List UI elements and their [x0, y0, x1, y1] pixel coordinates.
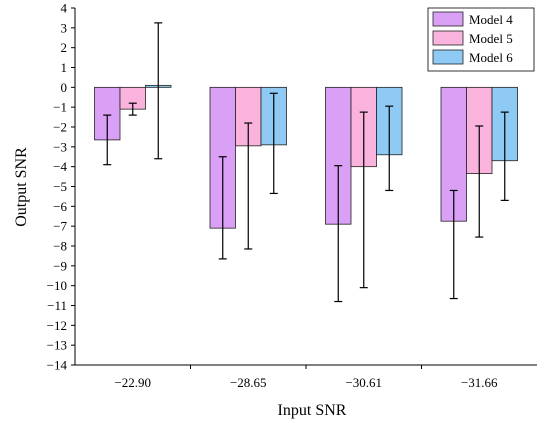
y-tick-label: 0 [61, 80, 68, 95]
x-axis-label: Input SNR [278, 402, 347, 419]
y-tick-label: 2 [61, 40, 68, 55]
legend-swatch [432, 49, 464, 65]
y-tick-label: 1 [61, 60, 68, 75]
y-tick-label: 3 [61, 20, 68, 35]
y-tick-label: −13 [47, 338, 67, 353]
legend-swatch [432, 30, 464, 46]
y-tick-label: 4 [61, 1, 68, 16]
y-tick-label: −6 [53, 199, 67, 214]
x-tick-label: −28.65 [230, 375, 267, 390]
x-tick-label: −31.66 [461, 375, 498, 390]
y-tick-label: −7 [53, 219, 67, 234]
y-tick-label: −9 [53, 258, 67, 273]
y-tick-label: −10 [47, 278, 67, 293]
y-tick-label: −4 [53, 159, 67, 174]
legend-swatch [432, 11, 464, 27]
y-tick-label: −12 [47, 318, 67, 333]
y-tick-label: −11 [47, 298, 67, 313]
legend-label: Model 6 [469, 50, 513, 65]
y-tick-label: −8 [53, 239, 67, 254]
legend-label: Model 4 [469, 12, 513, 27]
x-tick-label: −22.90 [114, 375, 151, 390]
y-tick-label: −14 [47, 358, 68, 373]
x-tick-label: −30.61 [345, 375, 382, 390]
y-tick-label: −3 [53, 139, 67, 154]
y-tick-label: −5 [53, 179, 67, 194]
y-tick-label: −2 [53, 120, 67, 135]
y-tick-label: −1 [53, 100, 67, 115]
y-axis-label: Output SNR [13, 147, 30, 227]
legend-label: Model 5 [469, 31, 513, 46]
